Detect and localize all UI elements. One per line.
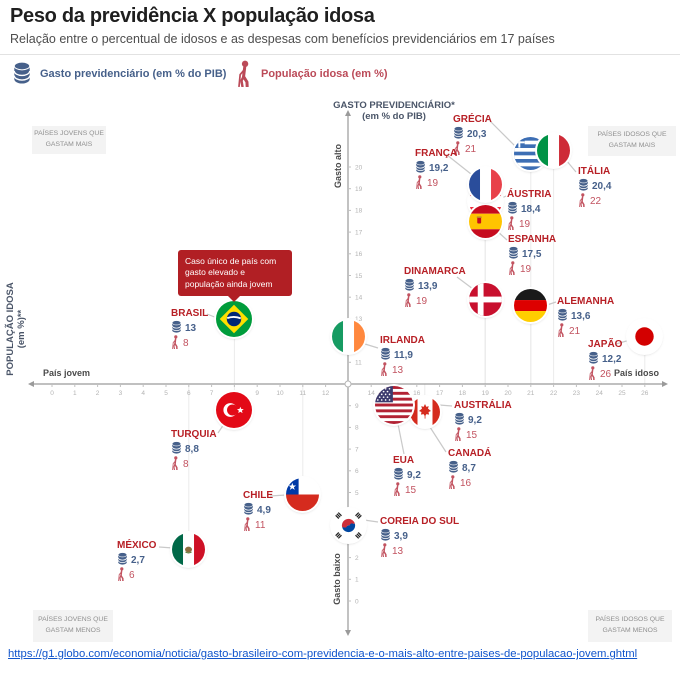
svg-text:7: 7 bbox=[355, 446, 359, 453]
svg-text:12: 12 bbox=[322, 390, 330, 397]
svg-text:20: 20 bbox=[355, 164, 363, 171]
quadrant-label-top-right: PAÍSES IDOSOS QUE GASTAM MAIS bbox=[588, 126, 676, 156]
y-axis-low-label: Gasto baixo bbox=[332, 553, 342, 605]
source-url: https://g1.globo.com/economia/noticia/ga… bbox=[8, 648, 637, 660]
svg-text:20: 20 bbox=[504, 390, 512, 397]
svg-text:6: 6 bbox=[355, 468, 359, 475]
svg-text:2: 2 bbox=[96, 390, 100, 397]
svg-text:4: 4 bbox=[141, 390, 145, 397]
svg-text:4: 4 bbox=[355, 512, 359, 519]
svg-text:11: 11 bbox=[355, 360, 362, 367]
source-link[interactable]: https://g1.globo.com/economia/noticia/ga… bbox=[8, 648, 638, 660]
svg-text:15: 15 bbox=[355, 273, 363, 280]
header-divider bbox=[0, 54, 680, 55]
legend-gasto: Gasto previdenciário (em % do PIB) bbox=[12, 61, 226, 86]
svg-text:18: 18 bbox=[459, 390, 467, 397]
svg-text:9: 9 bbox=[355, 403, 359, 410]
svg-text:14: 14 bbox=[355, 295, 363, 302]
svg-text:22: 22 bbox=[550, 390, 558, 397]
x-axis-title: POPULAÇÃO IDOSA (em %)** bbox=[5, 282, 28, 376]
svg-text:3: 3 bbox=[355, 533, 359, 540]
svg-text:18: 18 bbox=[355, 208, 363, 215]
y-axis-high-label: Gasto alto bbox=[333, 144, 343, 189]
svg-text:19: 19 bbox=[482, 390, 490, 397]
brazil-annotation-callout: Caso único de país com gasto elevado e p… bbox=[178, 250, 292, 303]
coins-icon bbox=[13, 61, 31, 84]
svg-text:17: 17 bbox=[436, 390, 444, 397]
svg-text:16: 16 bbox=[413, 390, 421, 397]
svg-text:12: 12 bbox=[355, 338, 363, 345]
legend-pop-label: População idosa (em %) bbox=[261, 67, 388, 80]
x-axis-right-label: País idoso bbox=[614, 368, 660, 378]
quadrant-label-bottom-right: PAÍSES IDOSOS QUE GASTAM MENOS bbox=[588, 610, 672, 642]
svg-text:21: 21 bbox=[527, 390, 535, 397]
page-title: Peso da previdência X população idosa bbox=[10, 5, 375, 27]
y-axis-title: GASTO PREVIDENCIÁRIO* (em % do PIB) bbox=[333, 100, 455, 123]
page-subtitle: Relação entre o percentual de idosos e a… bbox=[10, 32, 555, 46]
elderly-person-icon bbox=[238, 60, 249, 87]
svg-text:0: 0 bbox=[50, 390, 54, 397]
x-axis-left-label: País jovem bbox=[43, 368, 91, 378]
svg-text:13: 13 bbox=[355, 316, 363, 323]
svg-text:3: 3 bbox=[119, 390, 123, 397]
svg-text:2: 2 bbox=[355, 555, 359, 562]
legend-pop: População idosa (em %) bbox=[236, 60, 388, 87]
svg-text:23: 23 bbox=[573, 390, 581, 397]
legend-gasto-label: Gasto previdenciário (em % do PIB) bbox=[40, 67, 227, 80]
svg-text:25: 25 bbox=[618, 390, 626, 397]
svg-text:19: 19 bbox=[355, 186, 363, 193]
svg-text:9: 9 bbox=[255, 390, 259, 397]
svg-text:7: 7 bbox=[210, 390, 214, 397]
quadrant-label-bottom-left: PAÍSES JOVENS QUE GASTAM MENOS bbox=[33, 610, 113, 642]
svg-text:15: 15 bbox=[390, 390, 398, 397]
svg-text:1: 1 bbox=[355, 577, 359, 584]
svg-text:11: 11 bbox=[299, 390, 306, 397]
svg-text:5: 5 bbox=[164, 390, 168, 397]
quadrant-label-top-left: PAÍSES JOVENS QUE GASTAM MAIS bbox=[32, 126, 106, 154]
svg-text:26: 26 bbox=[641, 390, 649, 397]
svg-text:8: 8 bbox=[355, 425, 359, 432]
svg-text:0: 0 bbox=[355, 598, 359, 605]
svg-text:1: 1 bbox=[73, 390, 77, 397]
svg-text:8: 8 bbox=[233, 390, 237, 397]
svg-text:16: 16 bbox=[355, 251, 363, 258]
svg-text:6: 6 bbox=[187, 390, 191, 397]
svg-text:17: 17 bbox=[355, 229, 363, 236]
svg-text:24: 24 bbox=[596, 390, 604, 397]
svg-text:10: 10 bbox=[276, 390, 284, 397]
svg-text:14: 14 bbox=[368, 390, 376, 397]
svg-text:5: 5 bbox=[355, 490, 359, 497]
